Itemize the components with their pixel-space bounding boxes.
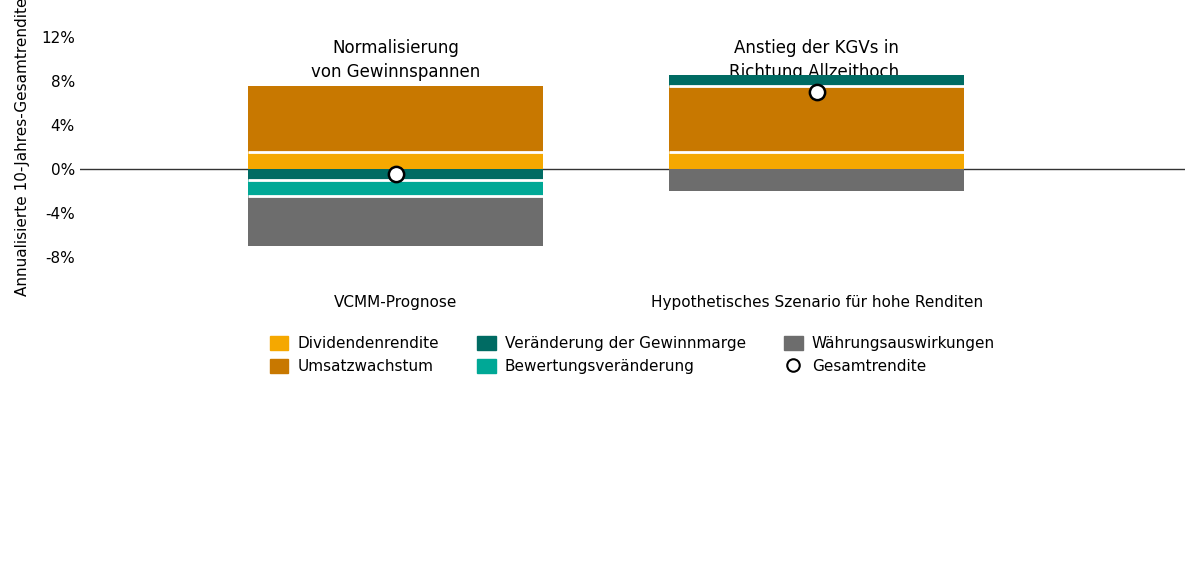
Bar	[248, 180, 542, 196]
Bar	[670, 152, 964, 169]
Bar	[248, 86, 542, 152]
Text: Normalisierung
von Gewinnspannen
und KGVs: Normalisierung von Gewinnspannen und KGV…	[311, 39, 480, 104]
Y-axis label: Annualisierte 10-Jahres-Gesamtrendite: Annualisierte 10-Jahres-Gesamtrendite	[16, 0, 30, 296]
Text: Anstieg der KGVs in
Richtung Allzeithoch,
anhaltend starker Dollar: Anstieg der KGVs in Richtung Allzeithoch…	[715, 39, 918, 104]
Legend: Dividendenrendite, Umsatzwachstum, Veränderung der Gewinnmarge, Bewertungsveränd: Dividendenrendite, Umsatzwachstum, Verän…	[263, 329, 1002, 382]
Bar	[670, 86, 964, 152]
Bar	[248, 196, 542, 246]
Bar	[248, 152, 542, 169]
Bar	[670, 75, 964, 86]
Bar	[670, 169, 964, 191]
Bar	[248, 169, 542, 180]
